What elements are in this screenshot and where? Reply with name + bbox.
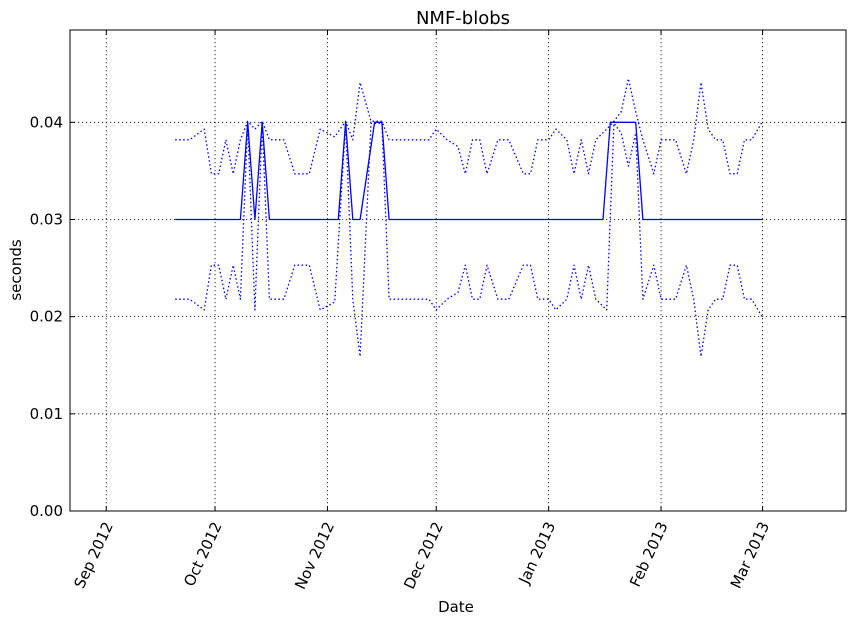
plot-frame bbox=[69, 29, 847, 512]
y-tick-label: 0.01 bbox=[30, 405, 63, 423]
y-tick-label: 0.00 bbox=[30, 502, 63, 520]
ticks bbox=[70, 30, 846, 512]
y-tick-labels: 0.00 0.01 0.02 0.03 0.04 bbox=[30, 113, 63, 520]
y-tick-label: 0.02 bbox=[30, 308, 63, 326]
series-layer bbox=[175, 77, 764, 358]
y-tick-label: 0.03 bbox=[30, 210, 63, 228]
mean-line bbox=[175, 121, 763, 221]
y-tick-label: 0.04 bbox=[30, 113, 63, 131]
x-axis-label: Date bbox=[438, 598, 474, 616]
y-axis-label: seconds bbox=[7, 239, 25, 300]
upper-bound-line bbox=[175, 77, 764, 175]
chart-title: NMF-blobs bbox=[416, 8, 510, 29]
